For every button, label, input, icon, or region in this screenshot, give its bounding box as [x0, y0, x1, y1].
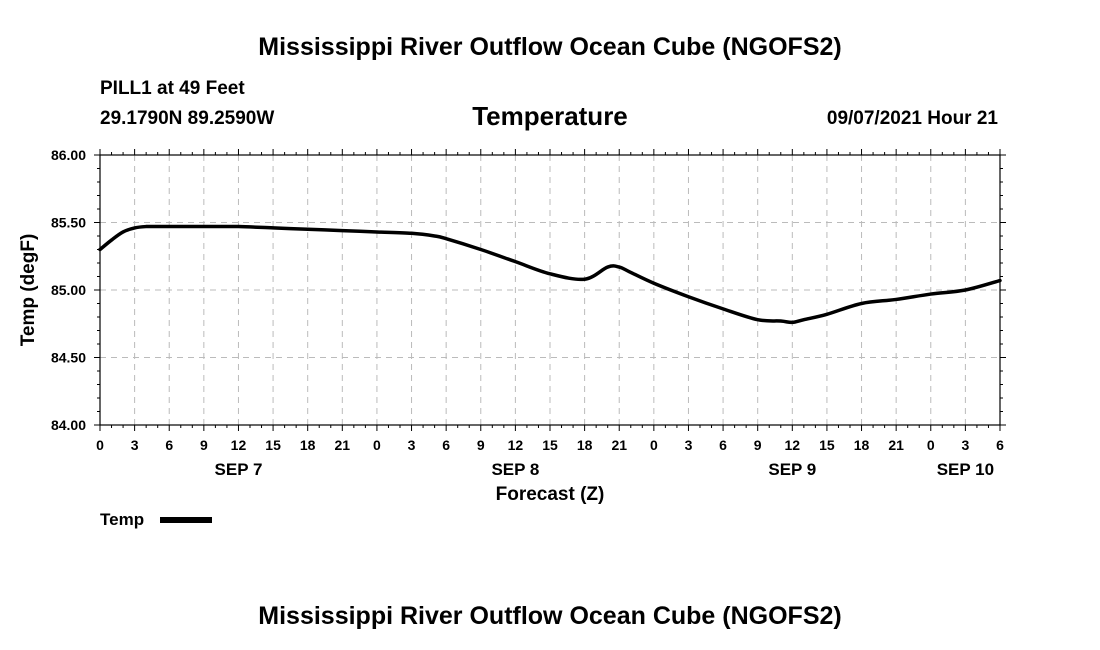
x-tick-label: 3: [961, 437, 969, 453]
y-axis-label: Temp (degF): [18, 234, 39, 347]
x-tick-label: 0: [96, 437, 104, 453]
x-tick-label: 21: [611, 437, 627, 453]
x-axis-label: Forecast (Z): [496, 484, 605, 505]
day-label: SEP 7: [215, 460, 263, 479]
y-tick-label: 84.50: [51, 350, 86, 366]
y-tick-label: 85.50: [51, 215, 86, 231]
x-tick-label: 18: [300, 437, 316, 453]
y-tick-label: 84.00: [51, 417, 86, 433]
x-tick-label: 12: [231, 437, 247, 453]
x-tick-label: 0: [373, 437, 381, 453]
x-tick-label: 3: [131, 437, 139, 453]
legend-label: Temp: [100, 510, 144, 529]
x-tick-label: 3: [685, 437, 693, 453]
day-label: SEP 8: [491, 460, 539, 479]
grid-lines: [100, 155, 1000, 425]
x-tick-label: 6: [442, 437, 450, 453]
chart-bottom-title: Mississippi River Outflow Ocean Cube (NG…: [258, 602, 841, 630]
y-tick-label: 86.00: [51, 147, 86, 163]
forecast-datetime: 09/07/2021 Hour 21: [827, 108, 999, 129]
y-tick-label: 85.00: [51, 282, 86, 298]
x-tick-label: 12: [508, 437, 524, 453]
x-tick-label: 9: [477, 437, 485, 453]
x-tick-label: 21: [335, 437, 351, 453]
x-tick-label: 12: [785, 437, 801, 453]
x-tick-label: 15: [542, 437, 558, 453]
day-label: SEP 9: [768, 460, 816, 479]
x-tick-label: 18: [854, 437, 870, 453]
x-tick-label: 18: [577, 437, 593, 453]
station-label: PILL1 at 49 Feet: [100, 78, 245, 99]
plot-frame: [99, 154, 1001, 426]
x-tick-label: 9: [754, 437, 762, 453]
x-tick-label: 15: [819, 437, 835, 453]
x-tick-label: 6: [996, 437, 1004, 453]
day-label: SEP 10: [937, 460, 994, 479]
x-tick-label: 3: [408, 437, 416, 453]
chart-top-title: Mississippi River Outflow Ocean Cube (NG…: [258, 33, 841, 61]
x-tick-label: 15: [265, 437, 281, 453]
x-tick-label: 6: [165, 437, 173, 453]
x-tick-label: 21: [888, 437, 904, 453]
x-tick-label: 9: [200, 437, 208, 453]
legend: Temp: [100, 510, 212, 529]
x-tick-label: 6: [719, 437, 727, 453]
chart-title: Temperature: [472, 101, 628, 131]
x-tick-label: 0: [927, 437, 935, 453]
station-coordinates: 29.1790N 89.2590W: [100, 108, 274, 129]
x-tick-label: 0: [650, 437, 658, 453]
y-tick-labels: 84.00 84.50 85.00 85.50 86.00: [51, 147, 86, 433]
x-tick-labels: 0 3 6 9 12 15 18 21 0 3 6 9 12 15 18 21 0 3 6 9 12 15 18 21 0 3 6: [96, 437, 1004, 453]
temp-series-line: [98, 224, 1002, 325]
day-labels: SEP 7 SEP 8 SEP 9 SEP 10: [215, 460, 995, 479]
